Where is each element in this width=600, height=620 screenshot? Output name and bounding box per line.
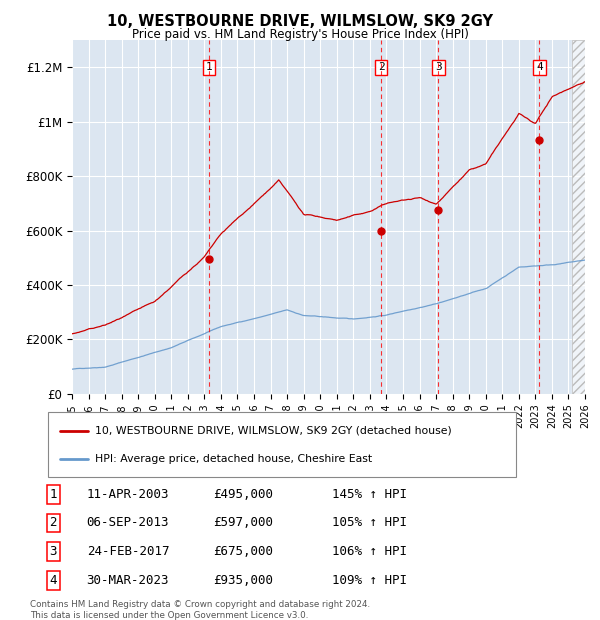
Text: 109% ↑ HPI: 109% ↑ HPI bbox=[332, 574, 407, 587]
Bar bbox=[572, 40, 593, 394]
Text: £495,000: £495,000 bbox=[214, 488, 274, 501]
Text: 24-FEB-2017: 24-FEB-2017 bbox=[86, 545, 169, 558]
Text: 11-APR-2003: 11-APR-2003 bbox=[86, 488, 169, 501]
Text: Price paid vs. HM Land Registry's House Price Index (HPI): Price paid vs. HM Land Registry's House … bbox=[131, 28, 469, 41]
Text: 4: 4 bbox=[536, 63, 543, 73]
Text: 06-SEP-2013: 06-SEP-2013 bbox=[86, 516, 169, 529]
Text: 1: 1 bbox=[206, 63, 212, 73]
FancyBboxPatch shape bbox=[48, 412, 516, 477]
Text: 10, WESTBOURNE DRIVE, WILMSLOW, SK9 2GY (detached house): 10, WESTBOURNE DRIVE, WILMSLOW, SK9 2GY … bbox=[95, 425, 452, 435]
Text: 3: 3 bbox=[49, 545, 57, 558]
Text: £935,000: £935,000 bbox=[214, 574, 274, 587]
Text: 2: 2 bbox=[49, 516, 57, 529]
Text: £675,000: £675,000 bbox=[214, 545, 274, 558]
Text: 1: 1 bbox=[49, 488, 57, 501]
Text: Contains HM Land Registry data © Crown copyright and database right 2024.
This d: Contains HM Land Registry data © Crown c… bbox=[30, 600, 370, 619]
Text: 3: 3 bbox=[435, 63, 442, 73]
Text: 10, WESTBOURNE DRIVE, WILMSLOW, SK9 2GY: 10, WESTBOURNE DRIVE, WILMSLOW, SK9 2GY bbox=[107, 14, 493, 29]
Text: £597,000: £597,000 bbox=[214, 516, 274, 529]
Text: HPI: Average price, detached house, Cheshire East: HPI: Average price, detached house, Ches… bbox=[95, 454, 372, 464]
Text: 105% ↑ HPI: 105% ↑ HPI bbox=[332, 516, 407, 529]
Text: 145% ↑ HPI: 145% ↑ HPI bbox=[332, 488, 407, 501]
Text: 2: 2 bbox=[378, 63, 385, 73]
Text: 106% ↑ HPI: 106% ↑ HPI bbox=[332, 545, 407, 558]
Text: 30-MAR-2023: 30-MAR-2023 bbox=[86, 574, 169, 587]
Text: 4: 4 bbox=[49, 574, 57, 587]
